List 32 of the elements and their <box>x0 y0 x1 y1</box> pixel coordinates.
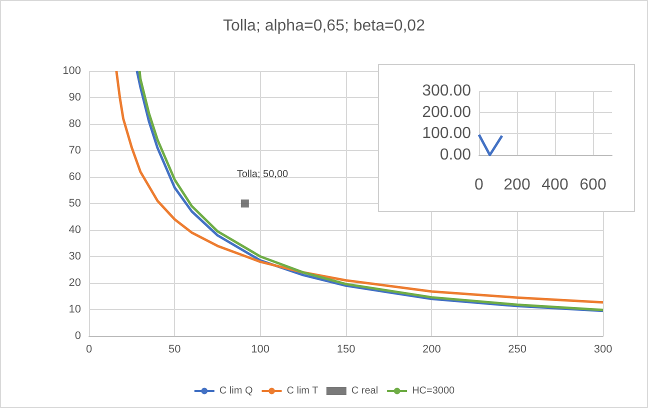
y-tick-label: 100 <box>62 65 81 77</box>
y-tick-label: 20 <box>68 277 81 289</box>
x-tick-label: 150 <box>336 344 356 356</box>
legend-label: C lim T <box>286 386 318 396</box>
x-tick-label: 300 <box>594 344 612 356</box>
legend-label: C lim Q <box>219 386 253 396</box>
y-tick-label: 80 <box>68 118 81 130</box>
x-tick-label: 600 <box>580 176 606 194</box>
y-tick-label: 40 <box>68 224 81 236</box>
legend-label: HC=3000 <box>412 386 456 396</box>
legend-label: C real <box>351 386 378 396</box>
x-tick-label: 100 <box>251 344 270 356</box>
y-tick-label: 100.00 <box>422 125 472 142</box>
y-tick-label: 90 <box>68 92 81 104</box>
y-tick-label: 300.00 <box>422 82 472 100</box>
y-tick-label: 0 <box>74 330 81 342</box>
x-tick-label: 400 <box>542 176 568 194</box>
y-tick-label: 200.00 <box>422 104 472 121</box>
x-tick-label: 200 <box>422 344 441 356</box>
y-tick-label: 10 <box>68 304 81 316</box>
x-tick-label: 200 <box>504 176 530 194</box>
y-tick-label: 70 <box>68 144 81 156</box>
chart-title: Tolla; alpha=0,65; beta=0,02 <box>223 18 426 34</box>
x-tick-label: 0 <box>86 344 92 356</box>
x-tick-label: 0 <box>474 176 484 194</box>
x-tick-label: 50 <box>168 344 181 356</box>
annotation: Tolla; 50,00 <box>236 169 288 180</box>
y-tick-label: 60 <box>68 171 81 183</box>
y-tick-label: 50 <box>68 198 81 210</box>
x-tick-label: 250 <box>508 344 527 356</box>
y-tick-label: 0.00 <box>440 146 472 164</box>
y-tick-label: 30 <box>68 250 81 262</box>
